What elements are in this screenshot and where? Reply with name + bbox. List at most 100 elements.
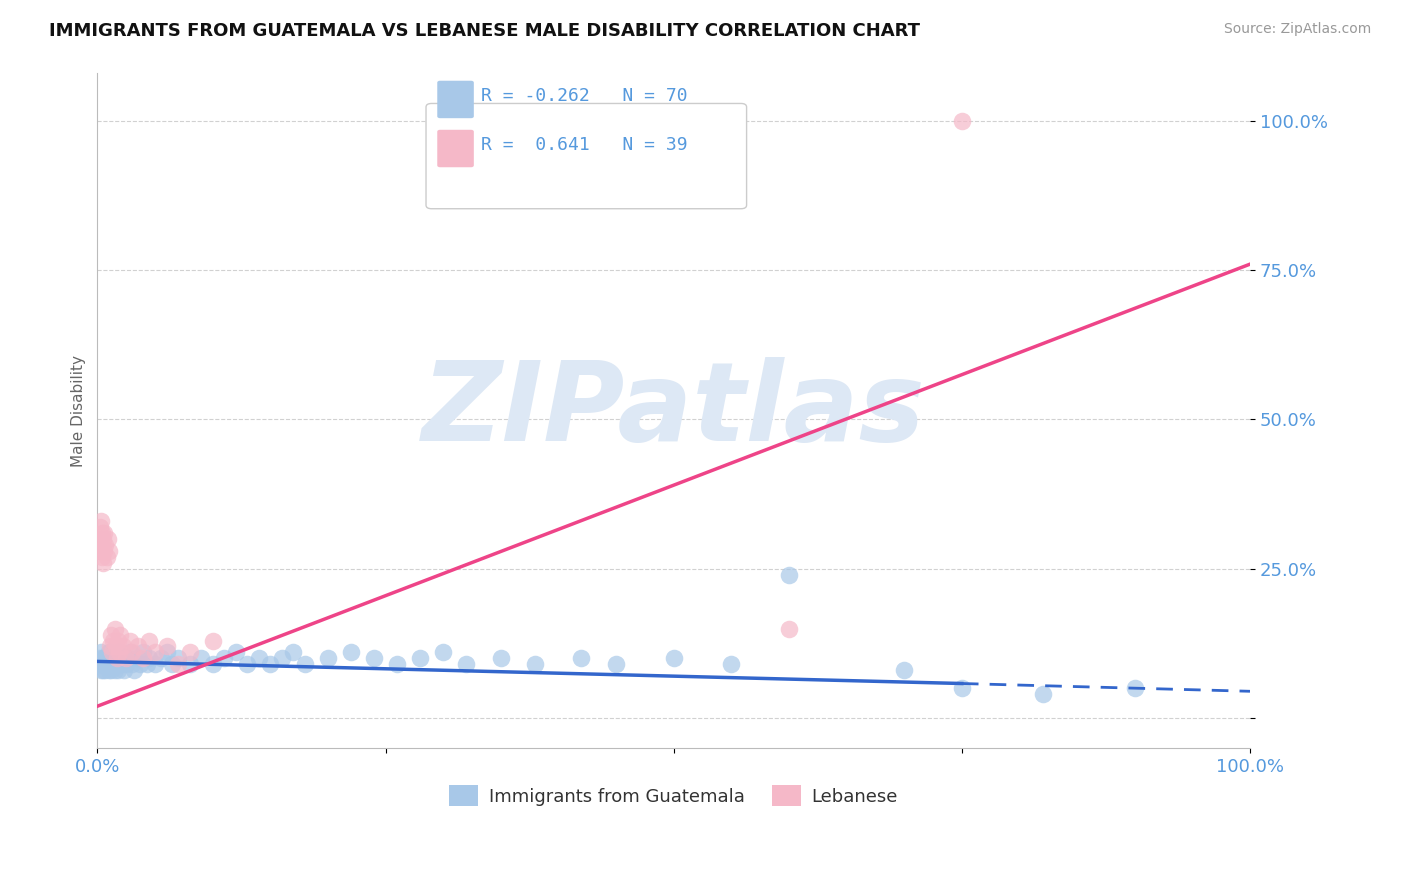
- Point: [89, 657, 111, 672]
- Point: [93, 526, 115, 541]
- Point: [190, 651, 212, 665]
- Point: [118, 645, 141, 659]
- Point: [107, 664, 129, 678]
- Point: [201, 633, 224, 648]
- Point: [149, 651, 172, 665]
- Point: [363, 651, 385, 665]
- Point: [1031, 687, 1053, 701]
- Point: [91, 657, 114, 672]
- Point: [225, 645, 247, 659]
- Point: [118, 633, 141, 648]
- Point: [135, 657, 157, 672]
- Point: [101, 651, 124, 665]
- Point: [117, 651, 139, 665]
- Point: [489, 651, 512, 665]
- Point: [90, 645, 112, 659]
- Point: [950, 113, 973, 128]
- Point: [97, 645, 120, 659]
- Point: [385, 657, 408, 672]
- Y-axis label: Male Disability: Male Disability: [72, 354, 86, 467]
- Point: [97, 532, 120, 546]
- Point: [524, 657, 547, 672]
- Point: [104, 664, 127, 678]
- Legend: Immigrants from Guatemala, Lebanese: Immigrants from Guatemala, Lebanese: [441, 778, 905, 814]
- Point: [212, 651, 235, 665]
- Point: [91, 664, 114, 678]
- Point: [93, 657, 115, 672]
- Point: [98, 657, 121, 672]
- Point: [720, 657, 742, 672]
- Point: [115, 657, 138, 672]
- Point: [112, 664, 135, 678]
- Point: [143, 657, 166, 672]
- Point: [96, 549, 118, 564]
- Point: [111, 651, 134, 665]
- Point: [90, 664, 112, 678]
- Point: [93, 544, 115, 558]
- Point: [87, 651, 110, 665]
- Point: [605, 657, 627, 672]
- Text: IMMIGRANTS FROM GUATEMALA VS LEBANESE MALE DISABILITY CORRELATION CHART: IMMIGRANTS FROM GUATEMALA VS LEBANESE MA…: [49, 22, 920, 40]
- Point: [247, 651, 270, 665]
- Point: [111, 640, 134, 654]
- Point: [571, 651, 593, 665]
- Point: [101, 645, 124, 659]
- Point: [91, 549, 114, 564]
- Point: [91, 526, 114, 541]
- Point: [89, 520, 111, 534]
- Point: [96, 657, 118, 672]
- Point: [98, 640, 121, 654]
- Point: [662, 651, 685, 665]
- Text: R =  0.641   N = 39: R = 0.641 N = 39: [481, 136, 688, 154]
- Point: [132, 645, 155, 659]
- Point: [283, 645, 305, 659]
- Point: [127, 640, 149, 654]
- Point: [294, 657, 316, 672]
- Point: [107, 633, 129, 648]
- Point: [132, 651, 155, 665]
- Point: [316, 651, 339, 665]
- Point: [270, 651, 292, 665]
- Point: [121, 657, 143, 672]
- Point: [115, 651, 138, 665]
- Point: [409, 651, 432, 665]
- Point: [94, 651, 117, 665]
- Point: [91, 556, 114, 570]
- Point: [432, 645, 454, 659]
- Point: [108, 645, 131, 659]
- Point: [105, 657, 128, 672]
- Point: [340, 645, 363, 659]
- Point: [90, 514, 112, 528]
- Point: [91, 532, 114, 546]
- Point: [110, 657, 132, 672]
- Point: [103, 633, 125, 648]
- Text: Source: ZipAtlas.com: Source: ZipAtlas.com: [1223, 22, 1371, 37]
- Point: [94, 538, 117, 552]
- Point: [90, 538, 112, 552]
- Point: [108, 645, 131, 659]
- Point: [105, 651, 128, 665]
- Point: [129, 657, 152, 672]
- Point: [122, 664, 145, 678]
- Point: [778, 622, 800, 636]
- Point: [456, 657, 478, 672]
- Point: [236, 657, 259, 672]
- Point: [87, 532, 110, 546]
- Point: [155, 640, 177, 654]
- Point: [138, 651, 160, 665]
- Point: [179, 645, 201, 659]
- Point: [201, 657, 224, 672]
- Point: [94, 664, 117, 678]
- Point: [259, 657, 281, 672]
- Point: [893, 664, 915, 678]
- Point: [103, 657, 125, 672]
- Point: [179, 657, 201, 672]
- Point: [778, 567, 800, 582]
- Point: [143, 645, 166, 659]
- Text: R = -0.262   N = 70: R = -0.262 N = 70: [481, 87, 688, 105]
- Point: [97, 664, 120, 678]
- Point: [950, 681, 973, 696]
- Point: [1123, 681, 1146, 696]
- Point: [121, 645, 143, 659]
- Point: [97, 651, 120, 665]
